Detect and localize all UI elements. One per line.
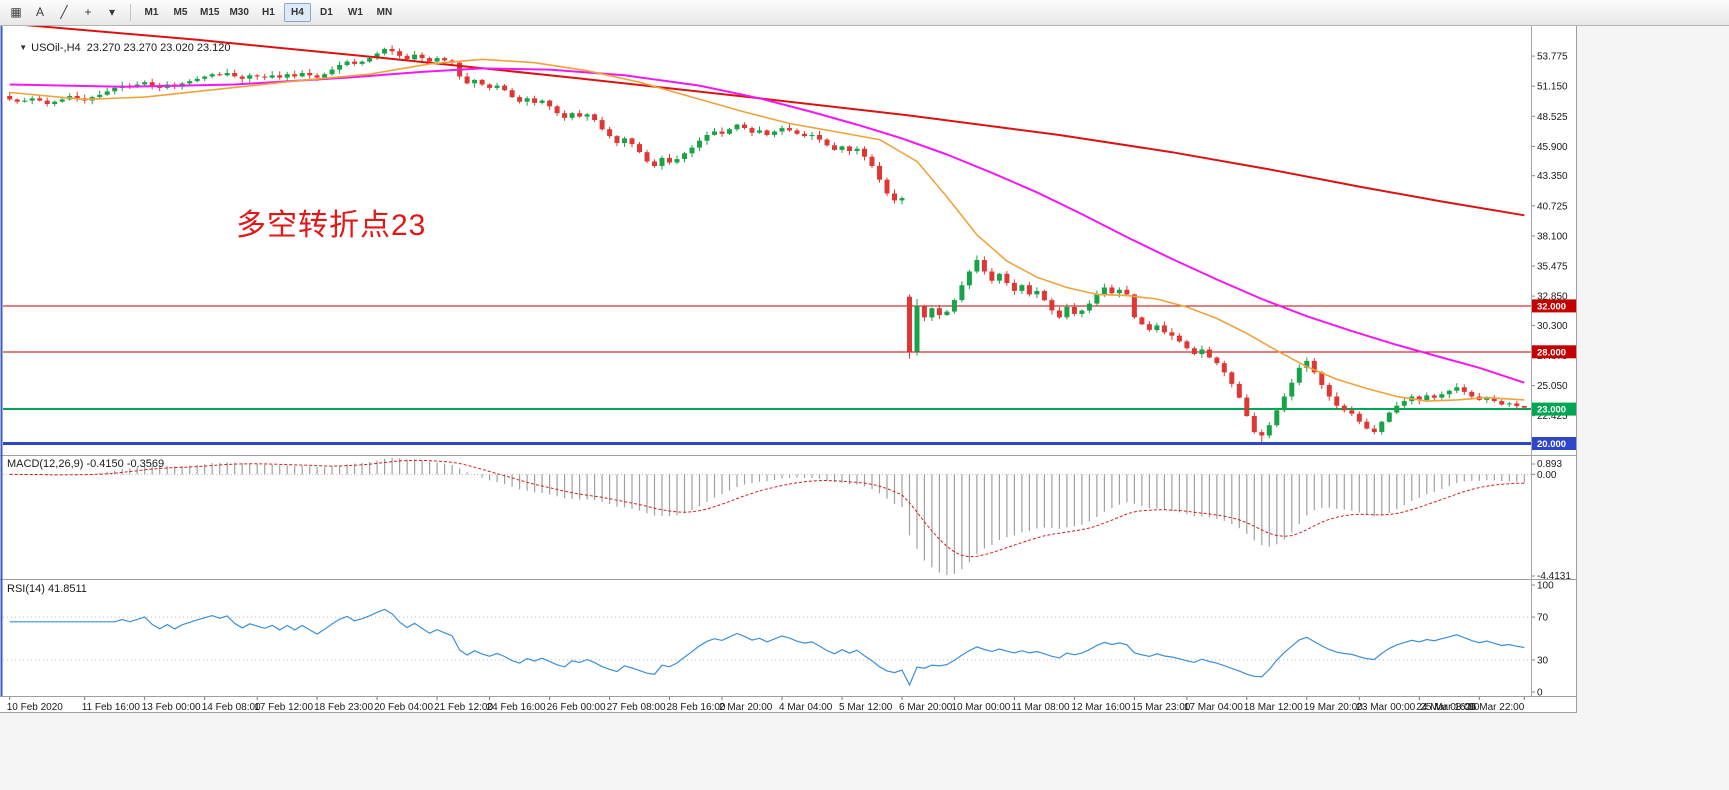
tf-button-M15[interactable]: M15 <box>196 3 223 22</box>
svg-text:26 Mar 22:00: 26 Mar 22:00 <box>1465 702 1524 713</box>
crosshair-icon[interactable]: + <box>77 3 99 22</box>
svg-text:25 Mar 16:00: 25 Mar 16:00 <box>1420 702 1479 713</box>
svg-text:2 Mar 20:00: 2 Mar 20:00 <box>719 702 773 713</box>
svg-text:32.850: 32.850 <box>1537 292 1568 303</box>
chart-grid-icon[interactable]: ▦ <box>5 3 27 22</box>
svg-text:0: 0 <box>1537 688 1543 699</box>
svg-text:32.000: 32.000 <box>1537 301 1566 312</box>
rsi-line <box>9 608 1525 687</box>
svg-text:48.525: 48.525 <box>1537 112 1568 123</box>
svg-text:24 Mar 08:00: 24 Mar 08:00 <box>1416 702 1475 713</box>
svg-text:22.425: 22.425 <box>1537 411 1568 422</box>
chart-title-text: USOil-,H4 23.270 23.270 23.020 23.120 <box>31 42 231 54</box>
macd-indicator-label: MACD(12,26,9) -0.4150 -0.3569 <box>7 458 165 470</box>
ma-mid-magenta <box>9 67 1525 384</box>
svg-text:40.725: 40.725 <box>1537 201 1568 212</box>
svg-text:12 Mar 16:00: 12 Mar 16:00 <box>1071 702 1130 713</box>
svg-text:24 Feb 16:00: 24 Feb 16:00 <box>487 702 546 713</box>
svg-text:5 Mar 12:00: 5 Mar 12:00 <box>839 702 893 713</box>
svg-text:15 Mar 23:00: 15 Mar 23:00 <box>1131 702 1190 713</box>
ma-slow-red <box>24 26 1525 217</box>
moving-averages <box>9 26 1525 402</box>
svg-text:35.475: 35.475 <box>1537 262 1568 273</box>
svg-text:27 Feb 08:00: 27 Feb 08:00 <box>607 702 666 713</box>
svg-text:6 Mar 20:00: 6 Mar 20:00 <box>899 702 953 713</box>
svg-text:19 Mar 20:00: 19 Mar 20:00 <box>1304 702 1363 713</box>
svg-text:14 Feb 08:00: 14 Feb 08:00 <box>202 702 261 713</box>
macd-signal-line <box>9 459 1525 558</box>
time-axis[interactable]: 10 Feb 2020 11 Feb 16:00 13 Feb 00:00 14 Fe… <box>7 697 1525 713</box>
svg-text:0.893: 0.893 <box>1537 459 1562 470</box>
svg-text:30.300: 30.300 <box>1537 321 1568 332</box>
tf-button-M30[interactable]: M30 <box>225 3 252 22</box>
text-label-icon[interactable]: A <box>29 3 51 22</box>
svg-text:13 Feb 00:00: 13 Feb 00:00 <box>142 702 201 713</box>
toolbar-separator <box>130 4 131 21</box>
horizontal-lines <box>3 305 1531 445</box>
price-tag-28.000: 28.000 <box>1532 345 1576 359</box>
ma-fast-orange <box>9 58 1525 402</box>
price-tag-23.000: 23.000 <box>1532 402 1576 416</box>
svg-text:28.000: 28.000 <box>1537 347 1566 358</box>
dropdown-arrow-icon[interactable]: ▾ <box>101 3 123 22</box>
svg-text:25.050: 25.050 <box>1537 381 1568 392</box>
svg-text:30: 30 <box>1537 655 1549 666</box>
tf-button-M5[interactable]: M5 <box>167 3 194 22</box>
svg-text:18 Feb 23:00: 18 Feb 23:00 <box>314 702 373 713</box>
svg-text:28 Feb 16:00: 28 Feb 16:00 <box>667 702 726 713</box>
rsi-indicator-label: RSI(14) 41.8511 <box>7 583 87 595</box>
price-tag-20.000: 20.000 <box>1532 437 1576 450</box>
tf-button-H4[interactable]: H4 <box>283 3 311 22</box>
svg-text:100: 100 <box>1537 581 1554 592</box>
svg-text:20 Feb 04:00: 20 Feb 04:00 <box>374 702 433 713</box>
svg-text:20.000: 20.000 <box>1537 439 1566 450</box>
timeframe-button-group: M1 M5 M15 M30 H1 H4 D1 W1 MN <box>137 3 399 22</box>
svg-text:26 Feb 00:00: 26 Feb 00:00 <box>547 702 606 713</box>
svg-text:4 Mar 04:00: 4 Mar 04:00 <box>779 702 833 713</box>
trendline-icon[interactable]: ╱ <box>53 3 75 22</box>
rsi-panel[interactable]: 100 70 30 0 <box>3 581 1554 699</box>
svg-text:10 Mar 00:00: 10 Mar 00:00 <box>951 702 1010 713</box>
chart-canvas[interactable]: 53.775 51.150 48.525 45.900 43.350 40.725 38.1… <box>0 0 1577 713</box>
svg-text:70: 70 <box>1537 613 1549 624</box>
tf-button-H1[interactable]: H1 <box>255 3 282 22</box>
svg-text:38.100: 38.100 <box>1537 231 1568 242</box>
svg-text:-4.4131: -4.4131 <box>1537 571 1571 582</box>
svg-text:53.775: 53.775 <box>1537 52 1568 63</box>
svg-text:0.00: 0.00 <box>1537 470 1557 481</box>
tf-button-D1[interactable]: D1 <box>313 3 340 22</box>
collapse-triangle-icon: ▼ <box>19 43 28 52</box>
svg-text:11 Feb 16:00: 11 Feb 16:00 <box>82 702 141 713</box>
tf-button-M1[interactable]: M1 <box>138 3 165 22</box>
svg-text:45.900: 45.900 <box>1537 142 1568 153</box>
toolbar-icon-group: ▦ A ╱ + ▾ <box>4 3 124 22</box>
svg-text:21 Feb 12:00: 21 Feb 12:00 <box>434 702 493 713</box>
svg-text:17 Feb 12:00: 17 Feb 12:00 <box>254 702 313 713</box>
svg-text:10 Feb 2020: 10 Feb 2020 <box>7 702 64 713</box>
svg-text:23.000: 23.000 <box>1537 405 1566 416</box>
tf-button-W1[interactable]: W1 <box>342 3 369 22</box>
price-tag-32.000: 32.000 <box>1532 299 1576 313</box>
tf-button-MN[interactable]: MN <box>371 3 398 22</box>
chart-annotation-text[interactable]: 多空转折点23 <box>236 209 427 242</box>
svg-text:11 Mar 08:00: 11 Mar 08:00 <box>1011 702 1070 713</box>
svg-text:51.150: 51.150 <box>1537 82 1568 93</box>
svg-text:43.350: 43.350 <box>1537 171 1568 182</box>
price-scale[interactable]: 53.775 51.150 48.525 45.900 43.350 40.725 38.1… <box>1531 52 1576 450</box>
svg-text:18 Mar 12:00: 18 Mar 12:00 <box>1244 702 1303 713</box>
toolbar: ▦ A ╱ + ▾ M1 M5 M15 M30 H1 H4 D1 W1 MN <box>0 0 1729 26</box>
chart-title: ▼ USOil-,H4 23.270 23.270 23.020 23.120 <box>7 30 231 66</box>
svg-text:23 Mar 00:00: 23 Mar 00:00 <box>1356 702 1415 713</box>
svg-text:17 Mar 04:00: 17 Mar 04:00 <box>1184 702 1243 713</box>
